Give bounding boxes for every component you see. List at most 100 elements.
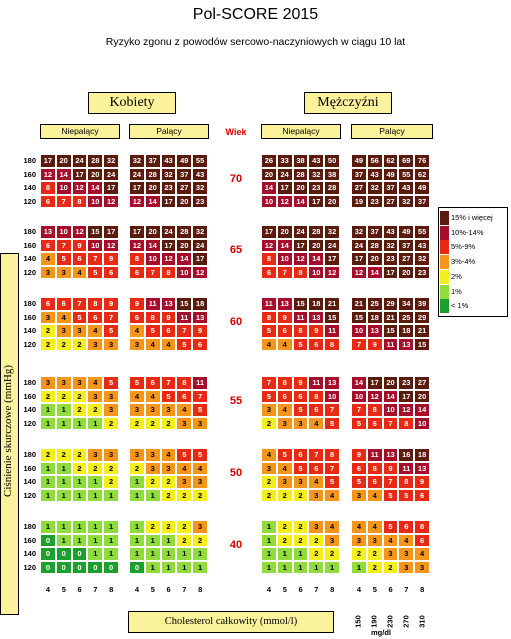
risk-cell: 1 bbox=[129, 475, 145, 489]
risk-cell: 6 bbox=[276, 389, 293, 403]
risk-cell: 6 bbox=[71, 252, 88, 266]
risk-cell: 1 bbox=[55, 416, 72, 430]
risk-cell: 27 bbox=[414, 376, 430, 390]
risk-cell: 12 bbox=[366, 389, 383, 403]
risk-cell: 32 bbox=[324, 225, 340, 239]
risk-cell: 5 bbox=[261, 324, 277, 338]
risk-cell: 37 bbox=[176, 167, 193, 181]
risk-cell: 14 bbox=[351, 376, 367, 390]
risk-cell: 10 bbox=[308, 265, 325, 279]
risk-cell: 11 bbox=[192, 376, 208, 390]
risk-cell: 3 bbox=[103, 403, 119, 417]
mgdl-tick: 270 bbox=[401, 615, 411, 628]
risk-cell: 0 bbox=[71, 547, 88, 561]
risk-cell: 17 bbox=[261, 225, 277, 239]
risk-cell: 1 bbox=[292, 547, 309, 561]
risk-cell: 27 bbox=[382, 194, 399, 208]
risk-cell: 8 bbox=[366, 403, 383, 417]
risk-cell: 2 bbox=[261, 488, 277, 502]
risk-cell: 9 bbox=[366, 337, 383, 351]
risk-cell: 32 bbox=[160, 167, 177, 181]
risk-cell: 6 bbox=[261, 265, 277, 279]
bp-label: 120 bbox=[23, 490, 36, 500]
risk-cell: 8 bbox=[176, 376, 193, 390]
risk-cell: 3 bbox=[192, 520, 208, 534]
risk-cell: 12 bbox=[192, 265, 208, 279]
risk-cell: 16 bbox=[398, 448, 415, 462]
risk-cell: 12 bbox=[71, 181, 88, 195]
risk-cell: 4 bbox=[366, 488, 383, 502]
risk-cell: 8 bbox=[144, 310, 161, 324]
risk-cell: 28 bbox=[176, 225, 193, 239]
risk-cell: 14 bbox=[382, 389, 399, 403]
risk-cell: 14 bbox=[292, 194, 309, 208]
risk-cell: 9 bbox=[192, 324, 208, 338]
risk-cell: 4 bbox=[276, 461, 293, 475]
risk-cell: 15 bbox=[382, 324, 399, 338]
legend-label: 1% bbox=[451, 286, 462, 296]
risk-cell: 3 bbox=[87, 337, 104, 351]
risk-cell: 17 bbox=[129, 181, 145, 195]
risk-cell: 2 bbox=[55, 337, 72, 351]
risk-cell: 24 bbox=[129, 167, 145, 181]
risk-cell: 1 bbox=[71, 520, 88, 534]
risk-cell: 2 bbox=[40, 324, 56, 338]
risk-cell: 11 bbox=[308, 376, 325, 390]
risk-cell: 55 bbox=[192, 154, 208, 168]
risk-cell: 11 bbox=[261, 297, 277, 311]
risk-cell: 2 bbox=[308, 547, 325, 561]
risk-cell: 7 bbox=[176, 324, 193, 338]
risk-cell: 9 bbox=[414, 475, 430, 489]
risk-cell: 12 bbox=[398, 403, 415, 417]
risk-cell: 28 bbox=[87, 154, 104, 168]
risk-cell: 2 bbox=[129, 461, 145, 475]
risk-cell: 8 bbox=[160, 265, 177, 279]
risk-cell: 6 bbox=[40, 297, 56, 311]
risk-cell: 10 bbox=[351, 324, 367, 338]
risk-cell: 1 bbox=[192, 547, 208, 561]
risk-cell: 10 bbox=[176, 265, 193, 279]
risk-cell: 21 bbox=[382, 310, 399, 324]
risk-cell: 32 bbox=[192, 225, 208, 239]
risk-cell: 7 bbox=[144, 265, 161, 279]
risk-cell: 5 bbox=[324, 416, 340, 430]
risk-cell: 43 bbox=[382, 225, 399, 239]
risk-cell: 20 bbox=[398, 265, 415, 279]
risk-cell: 20 bbox=[261, 167, 277, 181]
risk-cell: 5 bbox=[324, 475, 340, 489]
risk-cell: 4 bbox=[87, 324, 104, 338]
risk-cell: 1 bbox=[71, 488, 88, 502]
risk-cell: 1 bbox=[87, 547, 104, 561]
risk-cell: 1 bbox=[144, 547, 161, 561]
risk-cell: 4 bbox=[160, 337, 177, 351]
legend-swatch bbox=[440, 255, 449, 270]
risk-cell: 28 bbox=[308, 225, 325, 239]
risk-cell: 37 bbox=[144, 154, 161, 168]
risk-cell: 39 bbox=[414, 297, 430, 311]
risk-cell: 0 bbox=[40, 533, 56, 547]
risk-cell: 2 bbox=[144, 475, 161, 489]
bp-label: 120 bbox=[23, 196, 36, 206]
risk-cell: 2 bbox=[276, 488, 293, 502]
bp-label: 140 bbox=[23, 326, 36, 335]
risk-cell: 9 bbox=[71, 238, 88, 252]
risk-cell: 3 bbox=[160, 403, 177, 417]
risk-cell: 2 bbox=[71, 461, 88, 475]
risk-cell: 13 bbox=[308, 310, 325, 324]
risk-cell: 1 bbox=[71, 533, 88, 547]
risk-cell: 2 bbox=[292, 488, 309, 502]
risk-cell: 4 bbox=[261, 337, 277, 351]
risk-cell: 3 bbox=[129, 448, 145, 462]
cholesterol-tick: 4 bbox=[45, 585, 51, 594]
risk-cell: 23 bbox=[382, 252, 399, 266]
risk-cell: 17 bbox=[398, 389, 415, 403]
risk-cell: 2 bbox=[261, 416, 277, 430]
risk-cell: 1 bbox=[192, 560, 208, 574]
risk-cell: 2 bbox=[87, 461, 104, 475]
cholesterol-tick: 7 bbox=[404, 585, 409, 594]
risk-cell: 2 bbox=[276, 520, 293, 534]
age-label-65: 65 bbox=[229, 244, 243, 256]
risk-cell: 43 bbox=[366, 167, 383, 181]
risk-cell: 2 bbox=[261, 475, 277, 489]
risk-cell: 14 bbox=[144, 238, 161, 252]
